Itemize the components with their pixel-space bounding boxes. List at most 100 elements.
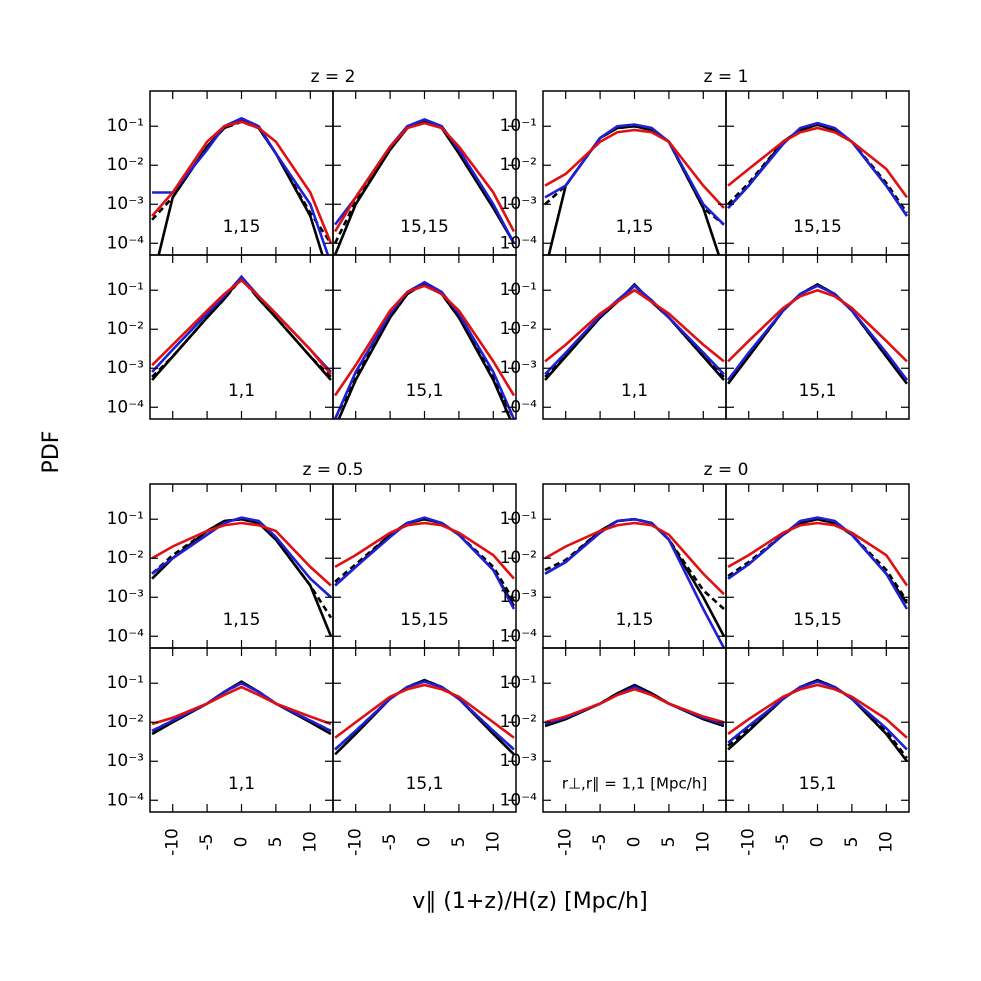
- series-line: [544, 687, 725, 724]
- series-line: [151, 120, 333, 244]
- plot-area: [151, 274, 332, 381]
- series-line: [334, 683, 515, 739]
- y-tick-label: 10⁻⁴: [107, 790, 145, 810]
- plot-area: [727, 121, 909, 217]
- x-tick-label: -10: [739, 828, 759, 856]
- series-line: [334, 678, 515, 751]
- y-tick-label: 10⁻³: [107, 194, 144, 214]
- y-tick-label: 10⁻²: [107, 712, 144, 732]
- y-tick-label: 10⁻⁴: [107, 397, 145, 417]
- series-line: [544, 128, 725, 209]
- x-tick-label: -5: [590, 834, 610, 851]
- panel-label: 1,1: [228, 774, 255, 794]
- x-tick-label: -10: [556, 828, 576, 856]
- panel-label: 15,15: [793, 610, 842, 630]
- plot-area: [727, 516, 909, 610]
- y-tick-label: 10⁻¹: [500, 280, 537, 300]
- series-line: [544, 521, 725, 596]
- series-line: [151, 517, 333, 619]
- y-tick-label: 10⁻²: [107, 155, 144, 175]
- panel-label: 15,15: [400, 217, 449, 237]
- panel-label: 15,15: [793, 217, 842, 237]
- series-line: [544, 282, 725, 381]
- y-tick-label: 10⁻⁴: [107, 233, 145, 253]
- series-line: [151, 278, 332, 376]
- series-line: [544, 684, 725, 726]
- series-line: [727, 121, 909, 217]
- series-line: [544, 288, 725, 363]
- plot-area: [333, 280, 516, 419]
- series-line: [727, 283, 908, 381]
- x-tick-label: 0: [415, 837, 435, 848]
- series-line: [727, 678, 908, 759]
- series-line: [727, 517, 909, 605]
- x-tick-label: 10: [483, 831, 503, 853]
- series-line: [727, 516, 909, 610]
- x-tick-label: 5: [266, 837, 286, 848]
- panel-label: 1,1: [621, 381, 648, 401]
- series-line: [151, 274, 332, 381]
- y-tick-label: 10⁻⁴: [500, 233, 538, 253]
- panel-label: 1,15: [616, 217, 654, 237]
- series-line: [151, 521, 332, 587]
- y-tick-label: 10⁻²: [500, 319, 537, 339]
- panel-label: r⊥,r∥ = 1,1 [Mpc/h]: [562, 775, 707, 793]
- series-line: [333, 121, 516, 233]
- series-line: [727, 126, 908, 199]
- series-line: [544, 685, 725, 726]
- y-tick-label: 10⁻¹: [500, 116, 537, 136]
- plot-area: [544, 517, 726, 648]
- panel-label: 1,15: [223, 217, 261, 237]
- plot-area: [544, 123, 725, 255]
- series-line: [333, 280, 516, 419]
- y-tick-label: 10⁻³: [500, 358, 537, 378]
- y-tick-label: 10⁻²: [500, 548, 537, 568]
- series-line: [334, 517, 516, 602]
- y-tick-label: 10⁻⁴: [500, 790, 538, 810]
- group-title: z = 0: [704, 460, 749, 480]
- y-tick-label: 10⁻¹: [500, 509, 537, 529]
- series-line: [151, 276, 332, 378]
- x-tick-label: -10: [346, 828, 366, 856]
- y-tick-label: 10⁻³: [107, 358, 144, 378]
- y-tick-label: 10⁻³: [107, 587, 144, 607]
- series-line: [727, 123, 909, 217]
- panel-label: 1,1: [228, 381, 255, 401]
- y-tick-label: 10⁻³: [500, 194, 537, 214]
- x-tick-label: -5: [380, 834, 400, 851]
- series-line: [544, 517, 726, 648]
- plot-area: [151, 116, 333, 255]
- series-line: [544, 123, 725, 226]
- y-tick-label: 10⁻²: [107, 319, 144, 339]
- x-tick-label: 0: [232, 837, 252, 848]
- y-tick-label: 10⁻³: [500, 587, 537, 607]
- series-line: [334, 516, 516, 610]
- x-tick-label: -10: [163, 828, 183, 856]
- series-line: [727, 288, 908, 363]
- x-tick-label: 0: [625, 837, 645, 848]
- group-title: z = 2: [311, 67, 356, 87]
- series-line: [151, 680, 332, 736]
- panel-label: 15,1: [799, 381, 837, 401]
- series-line: [544, 683, 725, 728]
- y-tick-label: 10⁻²: [500, 155, 537, 175]
- x-axis-label: v∥ (1+z)/H(z) [Mpc/h]: [412, 889, 647, 914]
- y-tick-label: 10⁻²: [107, 548, 144, 568]
- series-line: [727, 680, 908, 751]
- y-axis-label: PDF: [39, 431, 64, 474]
- series-line: [334, 521, 515, 580]
- y-tick-label: 10⁻¹: [107, 280, 144, 300]
- y-tick-label: 10⁻¹: [107, 116, 144, 136]
- plot-area: [544, 282, 725, 381]
- y-tick-label: 10⁻¹: [107, 509, 144, 529]
- x-tick-label: 10: [876, 831, 896, 853]
- y-tick-label: 10⁻⁴: [107, 626, 145, 646]
- series-line: [727, 123, 909, 214]
- series-line: [151, 681, 332, 733]
- panel-label: 15,15: [400, 610, 449, 630]
- y-tick-label: 10⁻³: [107, 751, 144, 771]
- series-line: [727, 284, 908, 381]
- panel-label: 15,1: [406, 381, 444, 401]
- plot-area: [544, 683, 725, 728]
